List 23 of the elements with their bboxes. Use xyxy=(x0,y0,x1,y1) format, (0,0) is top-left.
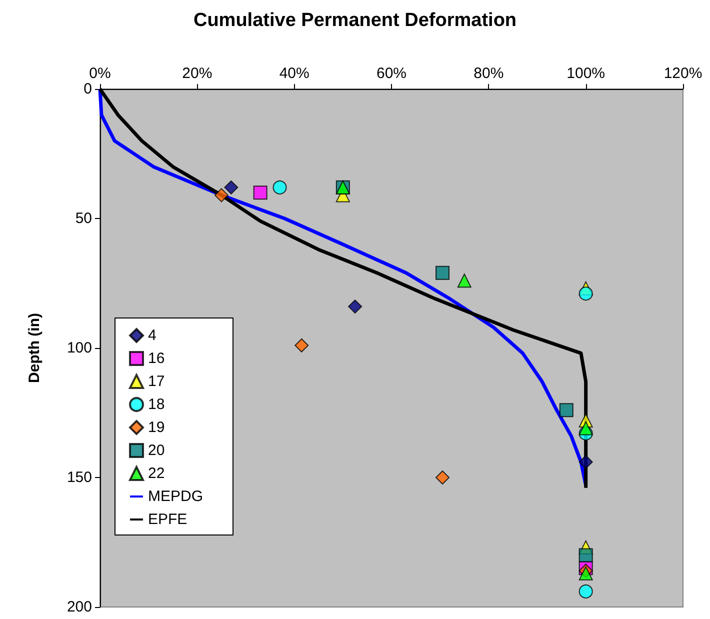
x-tick-label: 80% xyxy=(474,65,504,82)
x-tick-label: 120% xyxy=(664,65,702,82)
legend-label: 18 xyxy=(148,396,165,413)
legend-label: 16 xyxy=(148,350,165,367)
legend-label: MEPDG xyxy=(148,488,204,505)
chart-title: Cumulative Permanent Deformation xyxy=(193,10,517,31)
legend-label: 4 xyxy=(148,327,156,344)
legend-label: 19 xyxy=(148,419,165,436)
legend-label: 20 xyxy=(148,442,165,459)
y-tick-label: 200 xyxy=(66,598,92,616)
y-axis-title: Depth (in) xyxy=(26,313,43,383)
y-tick-label: 50 xyxy=(75,210,92,227)
y-tick-label: 150 xyxy=(66,469,92,486)
x-tick-label: 0% xyxy=(89,65,111,82)
legend-label: EPFE xyxy=(148,511,188,528)
x-tick-label: 40% xyxy=(279,65,310,82)
y-tick-label: 100 xyxy=(66,340,92,356)
x-tick-label: 100% xyxy=(566,65,606,82)
x-tick-label: 60% xyxy=(376,65,407,82)
legend-label: 22 xyxy=(148,465,165,482)
x-tick-label: 20% xyxy=(182,65,212,82)
legend-label: 17 xyxy=(148,373,165,390)
y-tick-label: 0 xyxy=(84,80,92,98)
